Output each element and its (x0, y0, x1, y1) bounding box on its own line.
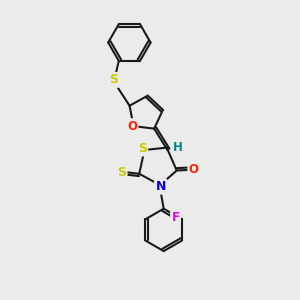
Text: F: F (172, 211, 180, 224)
Text: N: N (155, 180, 166, 193)
Text: S: S (117, 166, 126, 179)
Text: O: O (189, 164, 199, 176)
Text: S: S (109, 74, 118, 86)
Text: O: O (127, 120, 137, 133)
Text: H: H (173, 141, 183, 154)
Text: S: S (138, 142, 147, 155)
